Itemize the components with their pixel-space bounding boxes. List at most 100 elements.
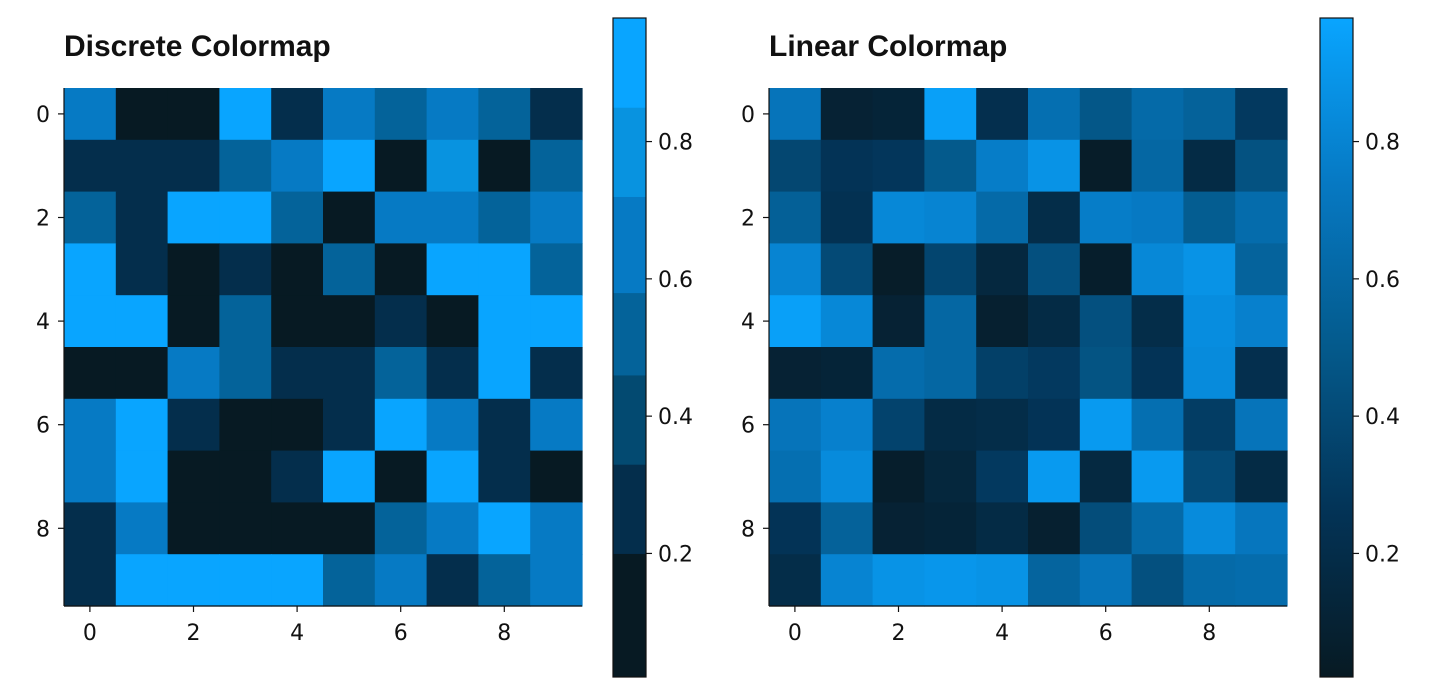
x-tick-label: 6 [1099, 621, 1113, 646]
heatmap-cell [820, 295, 874, 348]
heatmap-cell [769, 139, 822, 193]
heatmap-cell [1131, 554, 1184, 607]
heatmap-cell [1131, 295, 1184, 348]
heatmap-cell [530, 191, 583, 244]
heatmap-cell [976, 347, 1029, 400]
heatmap-cell [323, 554, 376, 607]
heatmap-panel: Discrete Colormap 0 2 4 6 8 0 2 4 6 8 0.2 0.4 0.6 0.8 [36, 17, 693, 678]
heatmap-cell [271, 502, 324, 555]
heatmap-cell [872, 139, 925, 193]
heatmap-cell [426, 398, 479, 452]
colorbar-tick-label: 0.4 [658, 405, 693, 430]
heatmap-cell [219, 450, 272, 503]
heatmap-cell [976, 554, 1029, 607]
heatmap-cell [426, 295, 479, 348]
heatmap-cell [426, 502, 479, 555]
heatmap-cell [1028, 243, 1081, 296]
heatmap-cell [219, 139, 272, 193]
heatmap-cell [219, 88, 272, 141]
y-tick-label: 8 [36, 517, 50, 542]
heatmap-cell [219, 295, 272, 348]
heatmap-cell [64, 347, 117, 400]
heatmap-cell [478, 295, 531, 348]
heatmap-cell [323, 191, 376, 244]
heatmap-cell [478, 450, 531, 503]
colorbar-gradient [1320, 18, 1353, 677]
y-tick-label: 2 [36, 207, 50, 232]
heatmap-cell [167, 398, 220, 452]
heatmap-cell [374, 243, 428, 296]
heatmap-cell [374, 139, 428, 193]
heatmap-cell [1235, 554, 1288, 607]
y-tick-label: 0 [36, 103, 50, 128]
heatmap-cell [64, 502, 117, 555]
heatmap-cell [115, 502, 169, 555]
heatmap-cell [976, 191, 1029, 244]
heatmap-cell [1028, 139, 1081, 193]
heatmap-cell [820, 502, 874, 555]
colorbar-segment [613, 18, 646, 108]
heatmap-cell [924, 398, 977, 452]
heatmap-cell [1183, 502, 1236, 555]
heatmap-cell [1183, 88, 1236, 141]
heatmap-cell [924, 243, 977, 296]
heatmap-cell [820, 88, 874, 141]
y-tick-label: 4 [36, 310, 50, 335]
y-tick-label: 6 [36, 414, 50, 439]
colorbar-tick-label: 0.8 [1365, 131, 1400, 156]
heatmap-cell [478, 243, 531, 296]
heatmap-cell [219, 191, 272, 244]
heatmap-cell [478, 191, 531, 244]
colorbar-segment [613, 374, 646, 465]
heatmap-cell [530, 554, 583, 607]
heatmap-cell [530, 398, 583, 452]
heatmap-cell [1235, 191, 1288, 244]
heatmap-cell [1235, 502, 1288, 555]
heatmap-cell [872, 295, 925, 348]
heatmap-cell [1028, 554, 1081, 607]
heatmap-cell [64, 554, 117, 607]
heatmap-cell [872, 347, 925, 400]
heatmap-cell [1183, 139, 1236, 193]
heatmap-cell [1131, 398, 1184, 452]
heatmap-cell [1183, 398, 1236, 452]
heatmap-cell [115, 347, 169, 400]
heatmap-cell [1079, 243, 1133, 296]
colorbar-segment [613, 107, 646, 197]
heatmap-cell [820, 191, 874, 244]
heatmap-cell [530, 450, 583, 503]
heatmap-cell [167, 450, 220, 503]
heatmap-cell [924, 347, 977, 400]
heatmap-cell [115, 450, 169, 503]
heatmap-cells [769, 88, 1288, 607]
heatmap-cell [1235, 450, 1288, 503]
heatmap-cell [115, 398, 169, 452]
heatmap-cell [167, 347, 220, 400]
heatmap-cell [530, 139, 583, 193]
heatmap-cell [530, 502, 583, 555]
heatmap-cell [1131, 502, 1184, 555]
heatmap-cell [872, 398, 925, 452]
heatmap-cell [374, 554, 428, 607]
heatmap-cell [924, 502, 977, 555]
x-tick-label: 6 [394, 621, 408, 646]
heatmap-cell [1079, 450, 1133, 503]
heatmap-cell [271, 554, 324, 607]
x-tick-label: 8 [497, 621, 511, 646]
heatmap-cell [478, 398, 531, 452]
colorbar-segment [613, 292, 646, 376]
heatmap-cell [872, 243, 925, 296]
heatmap-cell [769, 295, 822, 348]
heatmap-cell [1079, 554, 1133, 607]
colorbar-tick-label: 0.4 [1365, 405, 1400, 430]
heatmap-cell [1235, 88, 1288, 141]
colorbar-tick-label: 0.2 [1365, 542, 1400, 567]
heatmap-cell [872, 450, 925, 503]
heatmap-cell [374, 398, 428, 452]
heatmap-cell [1183, 191, 1236, 244]
heatmap-cell [976, 88, 1029, 141]
heatmap-cell [115, 554, 169, 607]
heatmap-cell [1131, 191, 1184, 244]
heatmap-cell [872, 502, 925, 555]
